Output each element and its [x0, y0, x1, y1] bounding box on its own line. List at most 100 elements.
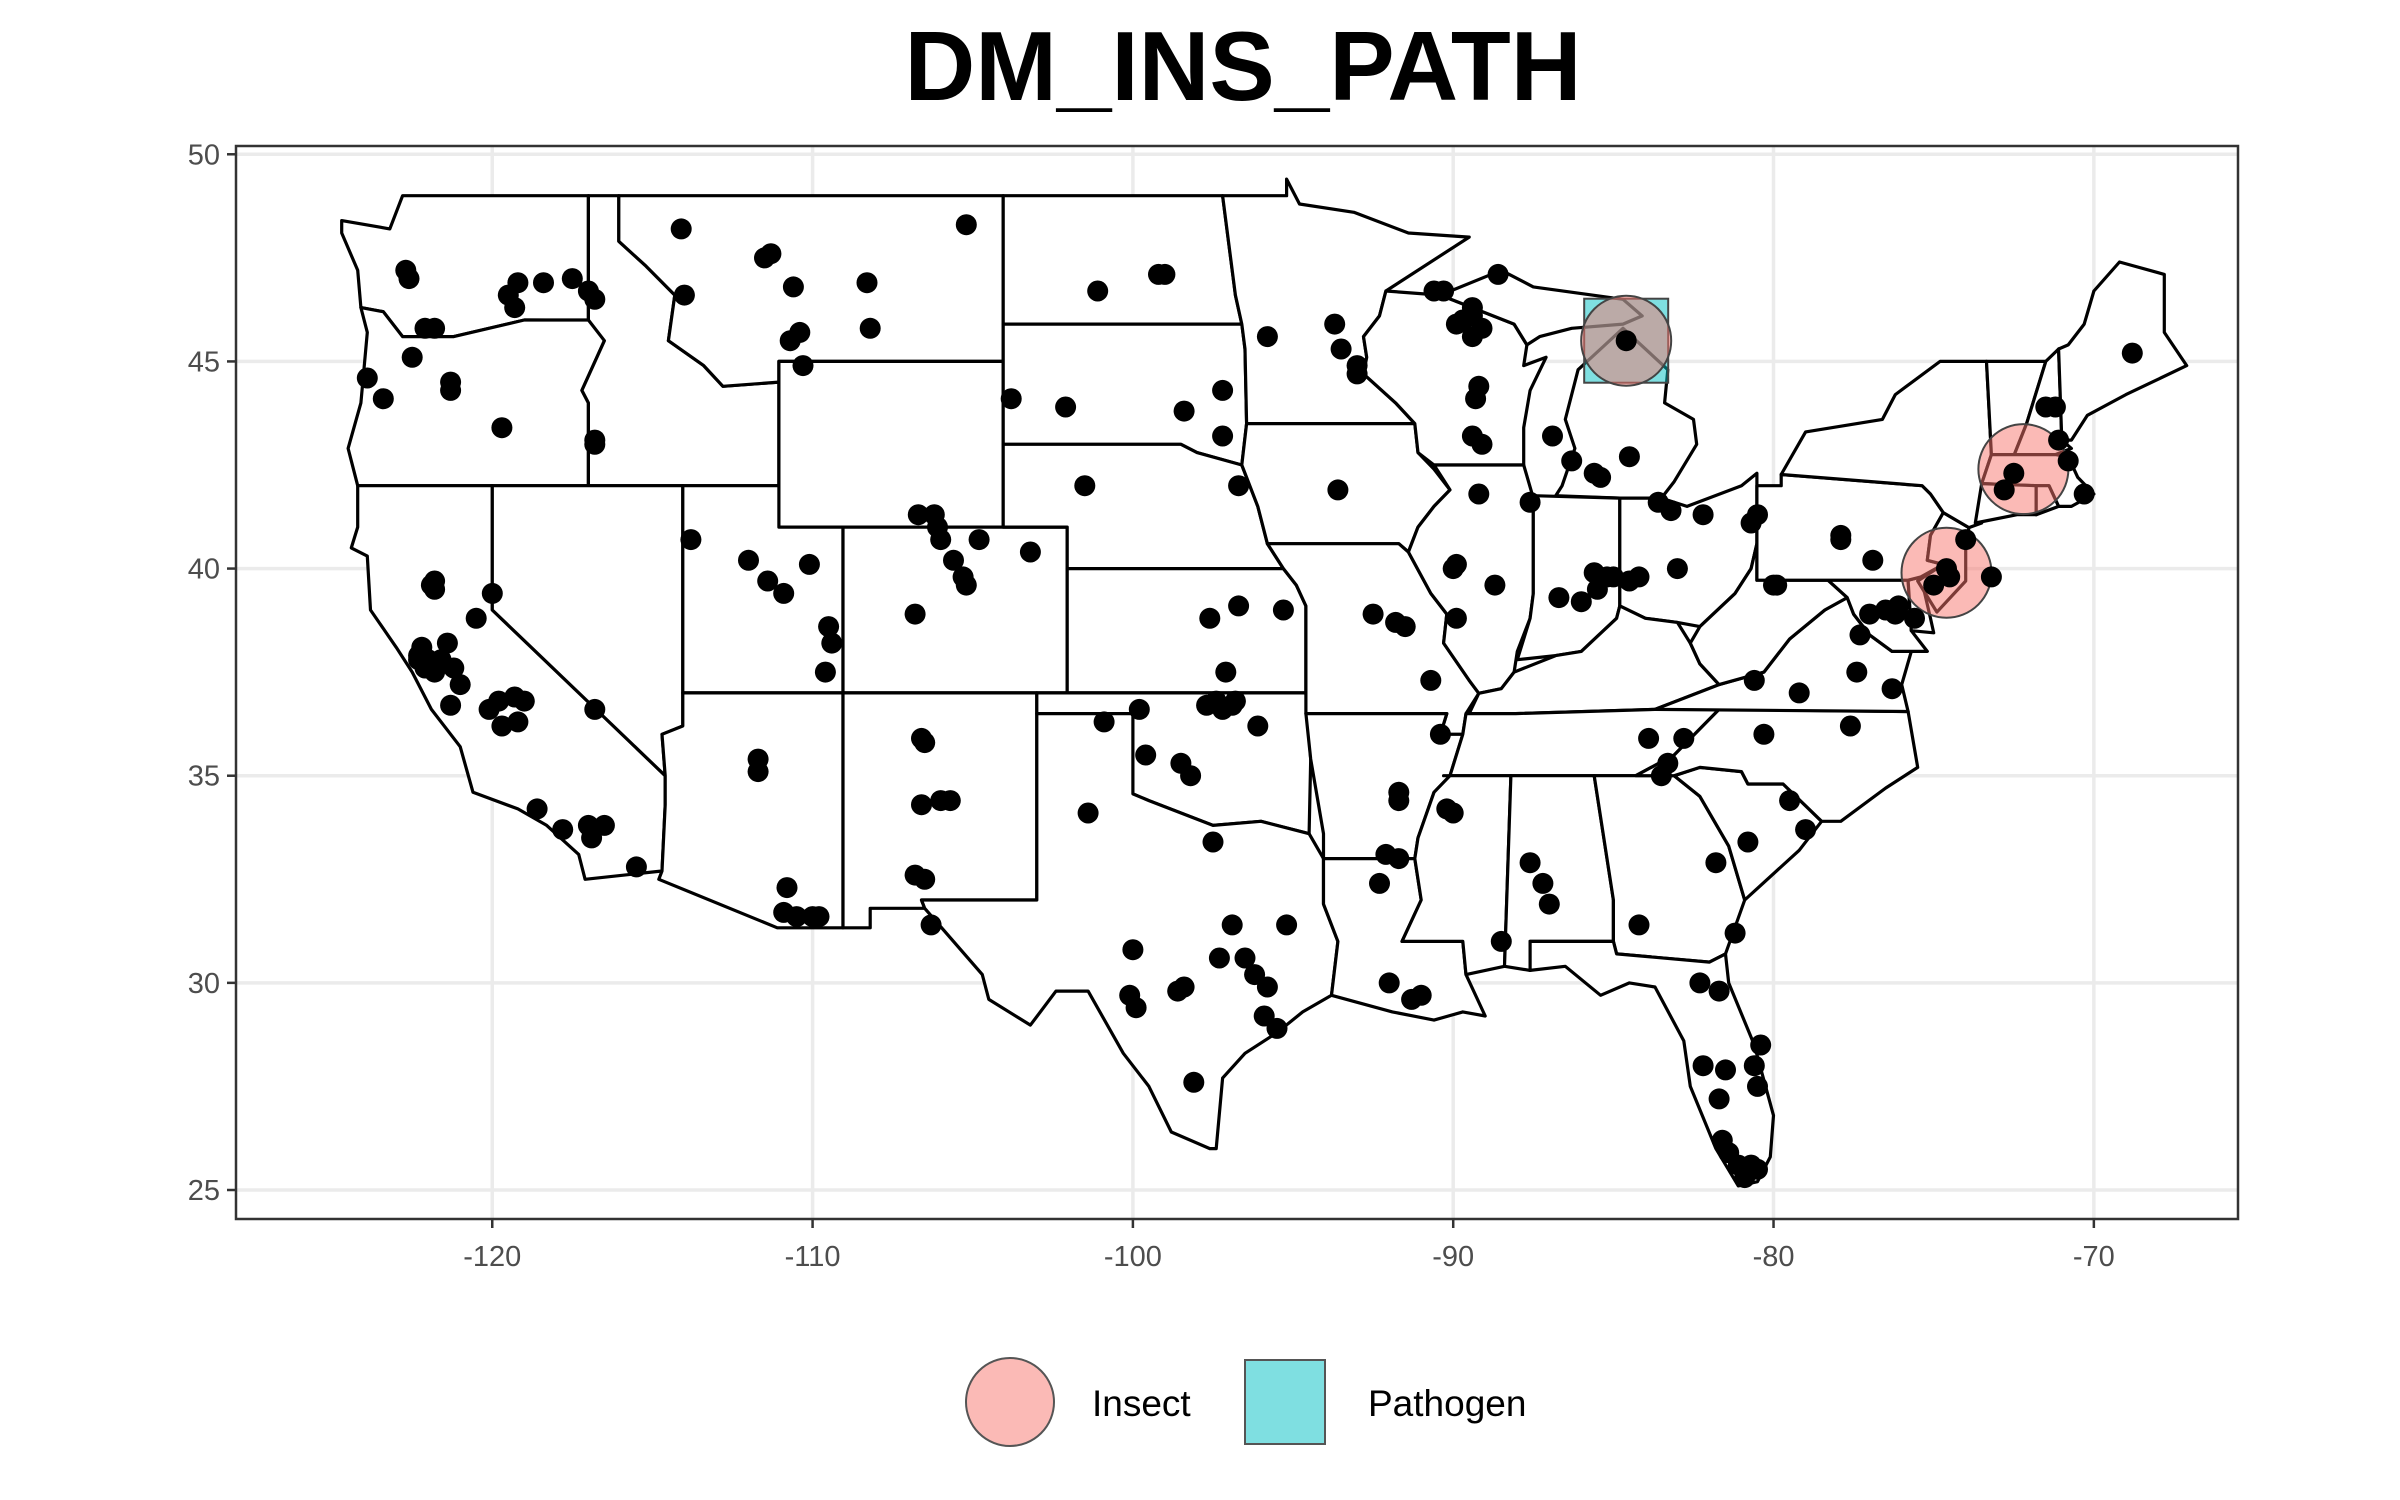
site-point	[776, 877, 798, 899]
site-point	[491, 715, 513, 737]
site-point	[1362, 603, 1384, 625]
site-point	[673, 284, 695, 306]
legend-insect-key	[965, 1357, 1055, 1447]
site-point	[491, 417, 513, 439]
site-point	[424, 317, 446, 339]
site-point	[1180, 765, 1202, 787]
site-point	[1272, 599, 1294, 621]
site-point	[1074, 475, 1096, 497]
site-point	[955, 574, 977, 596]
site-point	[1650, 765, 1672, 787]
y-tick-label: 40	[188, 554, 220, 586]
site-point	[1724, 922, 1746, 944]
site-point	[1471, 433, 1493, 455]
site-point	[1583, 562, 1605, 584]
site-point	[1388, 848, 1410, 870]
site-point	[1445, 607, 1467, 629]
site-point	[584, 288, 606, 310]
y-tick-label: 30	[188, 968, 220, 1000]
site-point	[1247, 715, 1269, 737]
site-point	[859, 317, 881, 339]
site-point	[2048, 429, 2070, 451]
site-point	[1538, 893, 1560, 915]
state-wy	[777, 359, 1005, 529]
site-point	[1602, 566, 1624, 588]
site-point	[1385, 611, 1407, 633]
site-point	[1369, 872, 1390, 894]
site-point	[1228, 475, 1250, 497]
site-point	[814, 661, 836, 683]
site-point	[584, 433, 606, 455]
site-point	[356, 367, 378, 389]
site-point	[488, 690, 510, 712]
x-tick-label: -110	[785, 1241, 841, 1273]
site-point	[1445, 313, 1467, 335]
site-point	[1747, 1158, 1768, 1180]
site-point	[1173, 400, 1195, 422]
site-point	[943, 549, 964, 571]
site-point	[1202, 831, 1224, 853]
site-point	[1234, 947, 1256, 969]
site-point	[2044, 396, 2066, 418]
site-point	[552, 819, 574, 841]
site-point	[2003, 462, 2025, 484]
site-point	[504, 297, 526, 319]
site-point	[481, 582, 503, 604]
site-point	[1708, 1088, 1730, 1110]
site-point	[670, 218, 692, 240]
site-point	[507, 711, 529, 733]
site-point	[1542, 425, 1563, 447]
site-point	[1468, 483, 1490, 505]
site-point	[1666, 558, 1688, 580]
chart-title: DM_INS_PATH	[904, 11, 1581, 121]
site-point	[914, 868, 936, 890]
x-tick-label: -80	[1753, 1241, 1795, 1273]
site-point	[1692, 1055, 1714, 1077]
site-point	[1410, 984, 1432, 1006]
site-point	[440, 694, 462, 716]
site-point	[1212, 425, 1234, 447]
site-point	[1747, 504, 1768, 526]
site-point	[1795, 819, 1817, 841]
site-point	[1122, 939, 1144, 961]
site-point	[1638, 727, 1660, 749]
site-point	[1215, 661, 1237, 683]
y-tick-label: 50	[188, 139, 220, 171]
state-ks	[1065, 567, 1308, 695]
site-point	[1173, 976, 1195, 998]
site-point	[738, 549, 759, 571]
site-point	[760, 243, 782, 265]
site-point	[625, 856, 647, 878]
site-point	[1618, 446, 1640, 468]
site-point	[1154, 263, 1176, 285]
site-point	[449, 674, 471, 696]
site-point	[1135, 744, 1157, 766]
site-point	[1830, 529, 1852, 551]
site-point	[1846, 661, 1868, 683]
site-point	[1548, 587, 1570, 609]
site-point	[1939, 566, 1961, 588]
site-point	[1327, 479, 1349, 501]
site-point	[1442, 802, 1464, 824]
site-point	[1673, 727, 1695, 749]
site-point	[1993, 479, 2015, 501]
site-point	[1618, 570, 1640, 592]
site-point	[907, 504, 929, 526]
site-point	[1429, 723, 1451, 745]
x-tick-label: -120	[463, 1241, 521, 1273]
site-point	[1849, 624, 1871, 646]
site-point	[1743, 1055, 1765, 1077]
site-point	[513, 690, 535, 712]
site-point	[930, 529, 952, 551]
site-point	[968, 529, 990, 551]
site-point	[782, 276, 804, 298]
site-point	[1705, 852, 1727, 874]
site-point	[1256, 326, 1278, 348]
site-point	[1490, 930, 1512, 952]
site-point	[779, 330, 801, 352]
site-point	[1519, 491, 1541, 513]
site-point	[2057, 450, 2079, 472]
site-point	[561, 268, 583, 290]
site-point	[856, 272, 878, 294]
site-point	[904, 603, 926, 625]
